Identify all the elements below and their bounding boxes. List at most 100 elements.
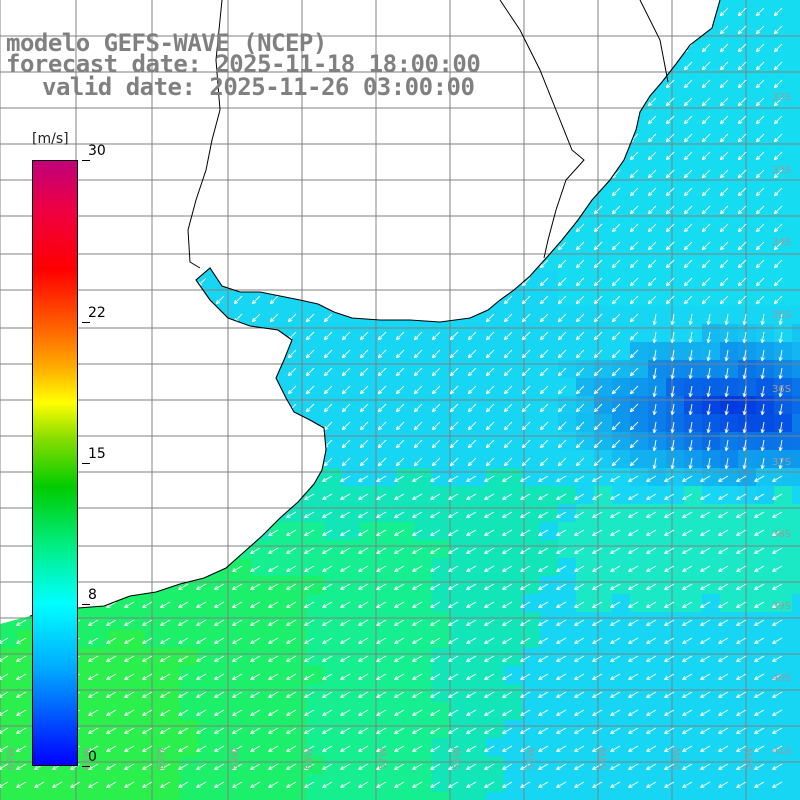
wind-arrow: [556, 511, 567, 518]
wind-cell: [576, 378, 595, 397]
lat-label: 37S: [772, 457, 791, 468]
wind-arrow: [413, 457, 423, 467]
wind-arrow: [431, 349, 441, 359]
wind-cell: [648, 612, 667, 631]
wind-arrow: [718, 547, 729, 554]
wind-cell: [522, 648, 541, 667]
wind-cell: [666, 468, 685, 487]
wind-cell: [378, 738, 397, 757]
wind-cell: [540, 720, 559, 739]
wind-cell: [324, 324, 343, 343]
wind-arrow: [592, 637, 603, 644]
wind-arrow: [682, 475, 693, 482]
wind-cell: [576, 720, 595, 739]
wind-arrow: [106, 763, 117, 770]
wind-cell: [450, 630, 469, 649]
wind-arrow: [670, 385, 675, 398]
wind-arrow: [724, 313, 729, 326]
wind-arrow: [287, 367, 297, 377]
wind-cell: [378, 468, 397, 487]
wind-cell: [216, 738, 235, 757]
wind-cell: [774, 108, 793, 127]
wind-arrow: [628, 493, 639, 500]
wind-cell: [72, 774, 91, 793]
wind-arrow: [142, 601, 153, 608]
wind-arrow: [359, 331, 369, 341]
wind-cell: [738, 576, 757, 595]
wind-cell: [342, 702, 361, 721]
wind-arrow: [593, 295, 603, 305]
wind-arrow: [340, 547, 351, 554]
wind-cell: [738, 594, 757, 613]
wind-arrow: [538, 475, 549, 482]
wind-cell: [774, 738, 793, 757]
wind-cell: [396, 342, 415, 361]
wind-cell: [288, 360, 307, 379]
wind-cell: [306, 666, 325, 685]
wind-cell: [648, 144, 667, 163]
wind-cell: [324, 756, 343, 775]
wind-cell: [324, 378, 343, 397]
wind-cell: [234, 612, 253, 631]
wind-cell: [162, 792, 181, 800]
wind-cell: [342, 738, 361, 757]
wind-cell: [630, 450, 649, 469]
wind-arrow: [466, 727, 477, 734]
wind-cell: [684, 342, 703, 361]
lat-label: 41S: [772, 746, 791, 757]
wind-arrow: [773, 187, 783, 197]
wind-arrow: [358, 691, 369, 698]
wind-arrow: [652, 457, 657, 470]
lon-label: 55W: [526, 747, 537, 770]
wind-cell: [162, 756, 181, 775]
wind-cell: [684, 378, 703, 397]
wind-arrow: [449, 331, 459, 341]
wind-arrow: [340, 475, 351, 482]
wind-arrow: [629, 151, 639, 161]
wind-arrow: [341, 367, 351, 377]
wind-cell: [540, 468, 559, 487]
wind-arrow: [340, 673, 351, 680]
wind-arrow: [646, 781, 657, 788]
wind-cell: [432, 486, 451, 505]
wind-arrow: [358, 637, 369, 644]
wind-cell: [468, 630, 487, 649]
wind-cell: [432, 774, 451, 793]
wind-cell: [594, 720, 613, 739]
wind-arrow: [502, 763, 513, 770]
wind-cell: [180, 648, 199, 667]
wind-cell: [270, 792, 289, 800]
wind-arrow: [772, 655, 783, 662]
wind-cell: [738, 540, 757, 559]
wind-arrow: [539, 403, 549, 413]
wind-arrow: [484, 691, 495, 698]
wind-cell: [792, 792, 800, 800]
wind-cell: [450, 378, 469, 397]
wind-arrow: [322, 763, 333, 770]
wind-cell: [342, 666, 361, 685]
wind-cell: [540, 684, 559, 703]
wind-arrow: [778, 403, 783, 416]
wind-cell: [342, 594, 361, 613]
wind-cell: [684, 648, 703, 667]
wind-cell: [450, 558, 469, 577]
wind-cell: [432, 558, 451, 577]
wind-cell: [270, 522, 289, 541]
wind-cell: [414, 720, 433, 739]
wind-cell: [576, 270, 595, 289]
wind-arrow: [448, 763, 459, 770]
wind-cell: [252, 684, 271, 703]
wind-arrow: [502, 583, 513, 590]
wind-cell: [522, 630, 541, 649]
wind-cell: [324, 738, 343, 757]
wind-arrow: [16, 727, 27, 734]
wind-arrow: [448, 637, 459, 644]
wind-arrow: [88, 655, 99, 662]
wind-arrow: [358, 673, 369, 680]
wind-cell: [792, 414, 800, 433]
wind-arrow: [538, 529, 549, 536]
wind-arrow: [736, 475, 747, 482]
wind-cell: [522, 774, 541, 793]
wind-arrow: [448, 547, 459, 554]
wind-cell: [594, 396, 613, 415]
